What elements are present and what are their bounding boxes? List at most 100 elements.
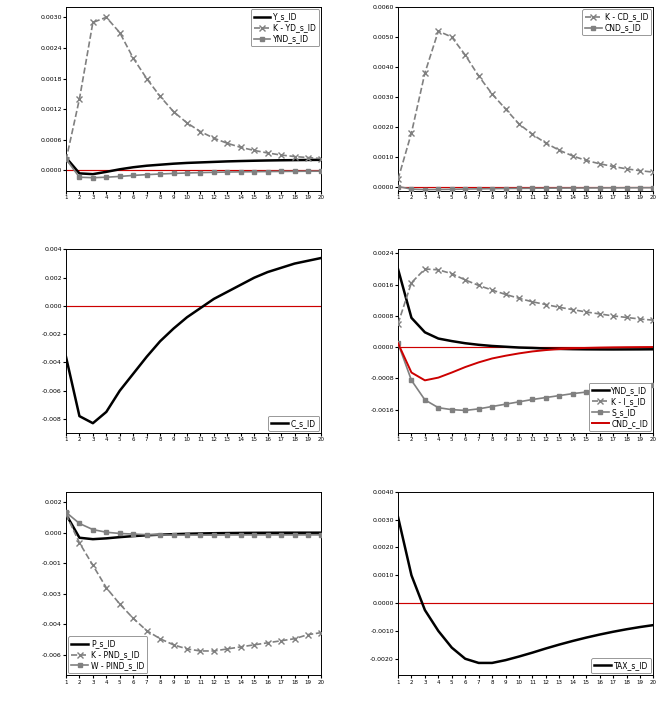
YND_s_ID [170,169,178,178]
P_s_ID [263,528,271,537]
YND_s_ID [542,344,550,353]
P_s_ID [290,528,298,537]
S_s_ID [475,405,482,413]
YND_s_ID [555,345,563,353]
K - CD_s_ID [529,130,537,139]
CND_c_ID [622,343,630,351]
TAX_s_ID [461,655,469,663]
W - PIND_s_ID [102,528,110,537]
P_s_ID [115,533,123,541]
W - PIND_s_ID [223,530,231,539]
K - I_s_ID [515,294,523,303]
K - YD_s_ID [197,127,205,136]
CND_s_ID [448,185,456,193]
C_s_ID [250,274,258,282]
S_s_ID [515,397,523,406]
S_s_ID [649,381,657,390]
C_s_ID [170,324,178,333]
W - PIND_s_ID [210,531,218,540]
K - PND_s_ID [143,626,150,635]
P_s_ID [89,535,97,543]
YND_s_ID [210,168,218,176]
Line: CND_c_ID: CND_c_ID [398,343,653,380]
W - PIND_s_ID [197,531,205,540]
C_s_ID [304,257,312,265]
TAX_s_ID [542,644,550,653]
CND_s_ID [515,184,523,193]
YND_s_ID [183,169,191,177]
CND_s_ID [609,183,617,192]
K - I_s_ID [649,316,657,324]
W - PIND_s_ID [183,531,191,540]
P_s_ID [197,529,205,538]
Line: S_s_ID: S_s_ID [395,341,656,413]
P_s_ID [237,529,245,538]
Y_s_ID [223,157,231,166]
Y_s_ID [115,165,123,173]
YND_s_ID [250,167,258,176]
S_s_ID [394,339,402,348]
S_s_ID [582,387,590,396]
K - I_s_ID [434,265,442,274]
CND_s_ID [488,184,496,193]
K - PND_s_ID [210,647,218,656]
K - YD_s_ID [317,154,325,163]
C_s_ID [156,337,164,346]
YND_s_ID [115,172,123,181]
S_s_ID [622,383,630,392]
K - CD_s_ID [488,90,496,98]
K - PND_s_ID [304,631,312,639]
P_s_ID [143,531,150,540]
Y_s_ID [290,156,298,164]
K - I_s_ID [394,319,402,328]
TAX_s_ID [448,643,456,652]
Y_s_ID [156,161,164,169]
Line: K - I_s_ID: K - I_s_ID [395,266,656,326]
K - I_s_ID [448,269,456,278]
K - CD_s_ID [421,69,429,77]
K - PND_s_ID [89,561,97,570]
YND_s_ID [143,171,150,179]
YND_s_ID [156,170,164,178]
S_s_ID [555,391,563,400]
CND_s_ID [622,183,630,192]
Y_s_ID [197,158,205,166]
K - YD_s_ID [156,92,164,101]
TAX_s_ID [596,630,604,638]
YND_s_ID [263,167,271,176]
P_s_ID [62,510,70,518]
YND_s_ID [569,345,577,353]
Line: P_s_ID: P_s_ID [66,514,321,539]
YND_s_ID [502,343,510,351]
S_s_ID [636,382,644,390]
K - CD_s_ID [461,50,469,59]
K - CD_s_ID [609,162,617,171]
CND_c_ID [569,344,577,353]
Y_s_ID [89,170,97,178]
CND_c_ID [649,343,657,351]
K - YD_s_ID [62,156,70,164]
Legend: Y_s_ID, K - YD_s_ID, YND_s_ID: Y_s_ID, K - YD_s_ID, YND_s_ID [251,9,319,46]
Legend: TAX_s_ID: TAX_s_ID [591,658,651,673]
P_s_ID [210,529,218,538]
YND_s_ID [62,155,70,164]
TAX_s_ID [636,623,644,631]
K - I_s_ID [542,300,550,309]
S_s_ID [407,376,415,385]
C_s_ID [210,294,218,303]
YND_s_ID [609,345,617,353]
TAX_s_ID [529,648,537,657]
CND_c_ID [461,363,469,371]
CND_c_ID [555,345,563,353]
K - CD_s_ID [434,27,442,36]
W - PIND_s_ID [263,530,271,539]
Y_s_ID [304,156,312,164]
TAX_s_ID [622,625,630,634]
P_s_ID [129,532,137,540]
CND_c_ID [475,358,482,367]
YND_s_ID [475,341,482,349]
K - PND_s_ID [250,641,258,649]
W - PIND_s_ID [317,530,325,539]
YND_s_ID [394,264,402,273]
Y_s_ID [317,156,325,164]
